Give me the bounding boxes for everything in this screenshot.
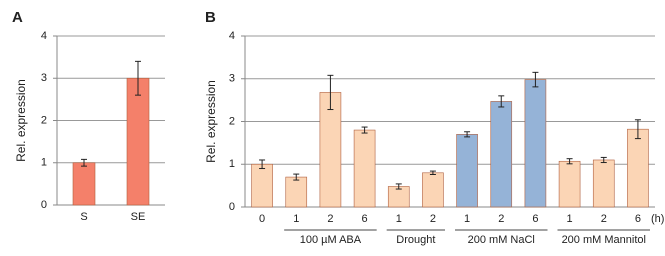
x-tick-label: 1 bbox=[567, 213, 573, 225]
y-tick-label: 0 bbox=[41, 199, 47, 211]
y-tick-label: 4 bbox=[41, 30, 47, 42]
error-bar bbox=[327, 74, 334, 111]
x-tick-label: 6 bbox=[532, 213, 538, 225]
y-tick-label: 0 bbox=[229, 201, 235, 213]
x-tick-label: 6 bbox=[362, 213, 368, 225]
bar bbox=[387, 186, 410, 208]
x-tick-label: 1 bbox=[396, 213, 402, 225]
y-tick-label: 3 bbox=[41, 72, 47, 84]
error-bar bbox=[634, 119, 641, 140]
y-tick-label: 1 bbox=[41, 157, 47, 169]
error-bar bbox=[498, 95, 505, 108]
panel-label: B bbox=[205, 9, 216, 26]
bar bbox=[353, 129, 376, 208]
error-bar bbox=[135, 60, 141, 96]
error-bar bbox=[81, 158, 87, 167]
error-bar bbox=[566, 158, 573, 165]
error-bar bbox=[429, 170, 436, 176]
error-bar bbox=[259, 159, 266, 170]
group-label: Drought bbox=[396, 234, 435, 246]
error-bar bbox=[293, 173, 300, 181]
y-axis-label: Rel. expression bbox=[14, 79, 28, 162]
y-tick-label: 1 bbox=[229, 158, 235, 170]
bar bbox=[456, 134, 478, 208]
y-tick-label: 4 bbox=[229, 30, 235, 42]
error-bar bbox=[395, 183, 402, 190]
y-axis-label: Rel. expression bbox=[204, 80, 218, 163]
y-tick-label: 3 bbox=[229, 73, 235, 85]
x-tick-label: 1 bbox=[464, 213, 470, 225]
x-tick-label: 2 bbox=[430, 213, 436, 225]
y-tick-label: 2 bbox=[229, 115, 235, 127]
bar bbox=[72, 162, 96, 206]
x-tick-label: 6 bbox=[635, 213, 641, 225]
x-tick-label: 2 bbox=[498, 213, 504, 225]
x-tick-label: 0 bbox=[259, 213, 265, 225]
error-bar bbox=[361, 126, 368, 134]
x-tick-label: S bbox=[80, 211, 87, 223]
x-tick-label: SE bbox=[131, 211, 146, 223]
x-tick-label: 1 bbox=[293, 213, 299, 225]
bar bbox=[524, 79, 547, 208]
error-bar bbox=[464, 131, 471, 138]
bar bbox=[285, 176, 308, 208]
error-bar bbox=[532, 71, 539, 88]
bar bbox=[627, 128, 649, 208]
x-tick-label: 2 bbox=[327, 213, 333, 225]
bar bbox=[558, 160, 581, 208]
x-unit: (h) bbox=[651, 213, 664, 225]
error-bar bbox=[600, 156, 607, 164]
bar bbox=[422, 172, 444, 208]
group-label: 100 µM ABA bbox=[300, 234, 362, 246]
bar bbox=[592, 159, 615, 208]
panel-label: A bbox=[12, 9, 23, 26]
group-label: 200 mM NaCl bbox=[468, 234, 535, 246]
y-tick-label: 2 bbox=[41, 114, 47, 126]
bar bbox=[490, 101, 513, 208]
x-tick-label: 2 bbox=[601, 213, 607, 225]
bar bbox=[251, 163, 273, 208]
group-label: 200 mM Mannitol bbox=[562, 234, 646, 246]
bar bbox=[126, 77, 150, 206]
